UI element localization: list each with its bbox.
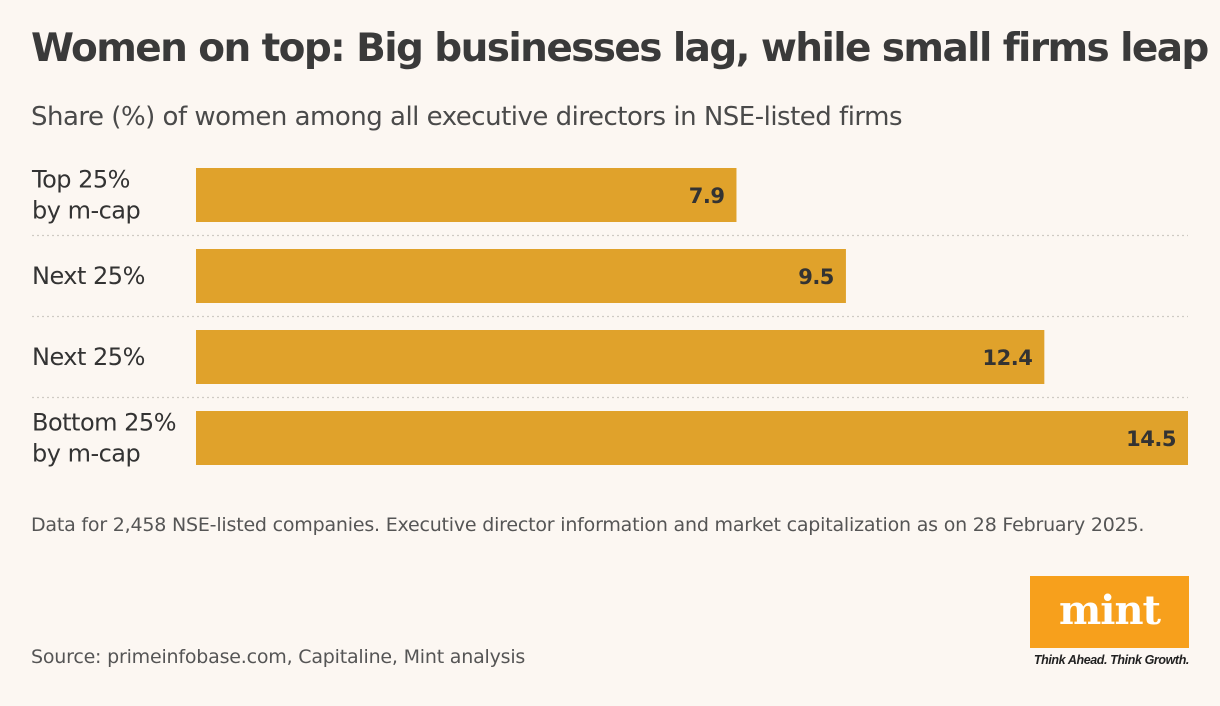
bar [196, 411, 1188, 465]
logo-wordmark: mint [1058, 586, 1161, 634]
chart-subtitle: Share (%) of women among all executive d… [31, 102, 903, 132]
value-label: 9.5 [798, 265, 834, 289]
logo-tagline: Think Ahead. Think Growth. [1033, 653, 1190, 667]
value-label: 12.4 [983, 346, 1033, 370]
source-credit: Source: primeinfobase.com, Capitaline, M… [31, 646, 526, 668]
bar [196, 168, 737, 222]
mint-logo: mint [1030, 576, 1189, 648]
value-label: 14.5 [1126, 427, 1176, 451]
category-label: Next 25% [32, 262, 145, 290]
category-label: Bottom 25% by m-cap [32, 409, 176, 468]
bar [196, 330, 1045, 384]
data-note: Data for 2,458 NSE-listed companies. Exe… [31, 514, 1145, 536]
bar-chart: Top 25% by m-cap 7.9 Next 25% 9.5 Next 25% 12.… [31, 166, 1188, 468]
category-label: Next 25% [32, 343, 145, 371]
category-label: Top 25% by m-cap [31, 166, 140, 225]
value-label: 7.9 [689, 184, 725, 208]
chart-title: Women on top: Big businesses lag, while … [31, 26, 1209, 71]
bar [196, 249, 846, 303]
